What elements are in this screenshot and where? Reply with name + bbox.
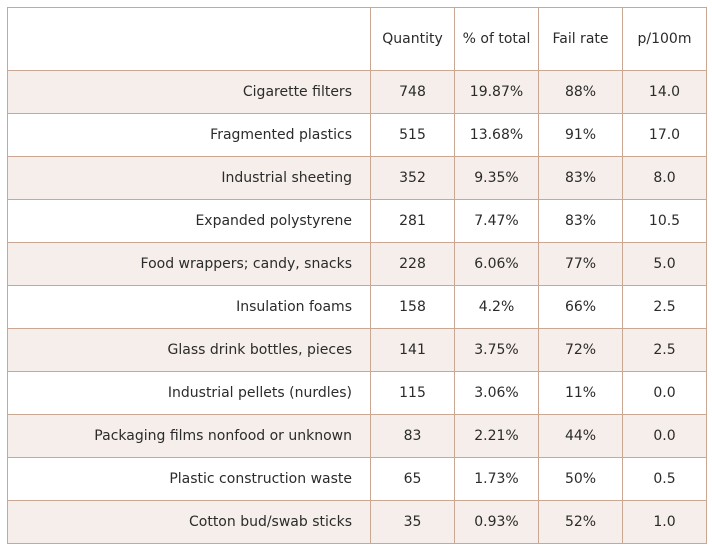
- cell-item: Industrial sheeting: [7, 156, 371, 200]
- cell-percent: 1.73%: [454, 457, 539, 501]
- cell-item: Cotton bud/swab sticks: [7, 500, 371, 544]
- table-row: Cotton bud/swab sticks 35 0.93% 52% 1.0: [7, 500, 707, 544]
- cell-per-100m: 0.0: [622, 414, 707, 458]
- cell-per-100m: 2.5: [622, 328, 707, 372]
- column-header-per-100m: p/100m: [622, 7, 707, 71]
- cell-per-100m: 8.0: [622, 156, 707, 200]
- cell-quantity: 281: [370, 199, 455, 243]
- cell-quantity: 515: [370, 113, 455, 157]
- table-row: Plastic construction waste 65 1.73% 50% 0.5: [7, 457, 707, 501]
- header-row: Quantity % of total Fail rate p/100m: [7, 7, 707, 71]
- table-row: Glass drink bottles, pieces 141 3.75% 72% 2.…: [7, 328, 707, 372]
- cell-percent: 2.21%: [454, 414, 539, 458]
- cell-item: Industrial pellets (nurdles): [7, 371, 371, 415]
- table-row: Insulation foams 158 4.2% 66% 2.5: [7, 285, 707, 329]
- table-row: Cigarette filters 748 19.87% 88% 14.0: [7, 70, 707, 114]
- cell-percent: 4.2%: [454, 285, 539, 329]
- cell-percent: 7.47%: [454, 199, 539, 243]
- cell-fail-rate: 52%: [538, 500, 623, 544]
- cell-per-100m: 2.5: [622, 285, 707, 329]
- cell-fail-rate: 44%: [538, 414, 623, 458]
- table-row: Expanded polystyrene 281 7.47% 83% 10.5: [7, 199, 707, 243]
- cell-quantity: 748: [370, 70, 455, 114]
- cell-quantity: 228: [370, 242, 455, 286]
- cell-quantity: 141: [370, 328, 455, 372]
- cell-per-100m: 10.5: [622, 199, 707, 243]
- table-row: Fragmented plastics 515 13.68% 91% 17.0: [7, 113, 707, 157]
- data-table: Quantity % of total Fail rate p/100m Cig…: [7, 7, 707, 544]
- cell-quantity: 83: [370, 414, 455, 458]
- cell-item: Fragmented plastics: [7, 113, 371, 157]
- cell-fail-rate: 91%: [538, 113, 623, 157]
- table-row: Food wrappers; candy, snacks 228 6.06% 77% 5…: [7, 242, 707, 286]
- table-body: Cigarette filters 748 19.87% 88% 14.0 Fragmen…: [7, 70, 707, 544]
- cell-percent: 3.75%: [454, 328, 539, 372]
- cell-item: Glass drink bottles, pieces: [7, 328, 371, 372]
- table-header: Quantity % of total Fail rate p/100m: [7, 7, 707, 71]
- cell-per-100m: 0.0: [622, 371, 707, 415]
- cell-quantity: 65: [370, 457, 455, 501]
- cell-quantity: 35: [370, 500, 455, 544]
- cell-item: Cigarette filters: [7, 70, 371, 114]
- column-header-quantity: Quantity: [370, 7, 455, 71]
- cell-fail-rate: 66%: [538, 285, 623, 329]
- cell-quantity: 352: [370, 156, 455, 200]
- cell-quantity: 158: [370, 285, 455, 329]
- cell-percent: 13.68%: [454, 113, 539, 157]
- cell-item: Plastic construction waste: [7, 457, 371, 501]
- cell-item: Food wrappers; candy, snacks: [7, 242, 371, 286]
- cell-per-100m: 1.0: [622, 500, 707, 544]
- table-row: Packaging films nonfood or unknown 83 2.21…: [7, 414, 707, 458]
- column-header-fail-rate: Fail rate: [538, 7, 623, 71]
- table-row: Industrial sheeting 352 9.35% 83% 8.0: [7, 156, 707, 200]
- cell-percent: 19.87%: [454, 70, 539, 114]
- cell-item: Expanded polystyrene: [7, 199, 371, 243]
- cell-fail-rate: 77%: [538, 242, 623, 286]
- cell-percent: 6.06%: [454, 242, 539, 286]
- cell-quantity: 115: [370, 371, 455, 415]
- column-header-item: [7, 7, 371, 71]
- cell-fail-rate: 72%: [538, 328, 623, 372]
- cell-fail-rate: 11%: [538, 371, 623, 415]
- cell-item: Packaging films nonfood or unknown: [7, 414, 371, 458]
- cell-per-100m: 17.0: [622, 113, 707, 157]
- cell-percent: 0.93%: [454, 500, 539, 544]
- cell-item: Insulation foams: [7, 285, 371, 329]
- cell-percent: 9.35%: [454, 156, 539, 200]
- cell-per-100m: 14.0: [622, 70, 707, 114]
- cell-per-100m: 5.0: [622, 242, 707, 286]
- cell-fail-rate: 88%: [538, 70, 623, 114]
- cell-fail-rate: 83%: [538, 156, 623, 200]
- cell-fail-rate: 50%: [538, 457, 623, 501]
- cell-per-100m: 0.5: [622, 457, 707, 501]
- table-row: Industrial pellets (nurdles) 115 3.06% 11% 0…: [7, 371, 707, 415]
- column-header-percent: % of total: [454, 7, 539, 71]
- cell-percent: 3.06%: [454, 371, 539, 415]
- cell-fail-rate: 83%: [538, 199, 623, 243]
